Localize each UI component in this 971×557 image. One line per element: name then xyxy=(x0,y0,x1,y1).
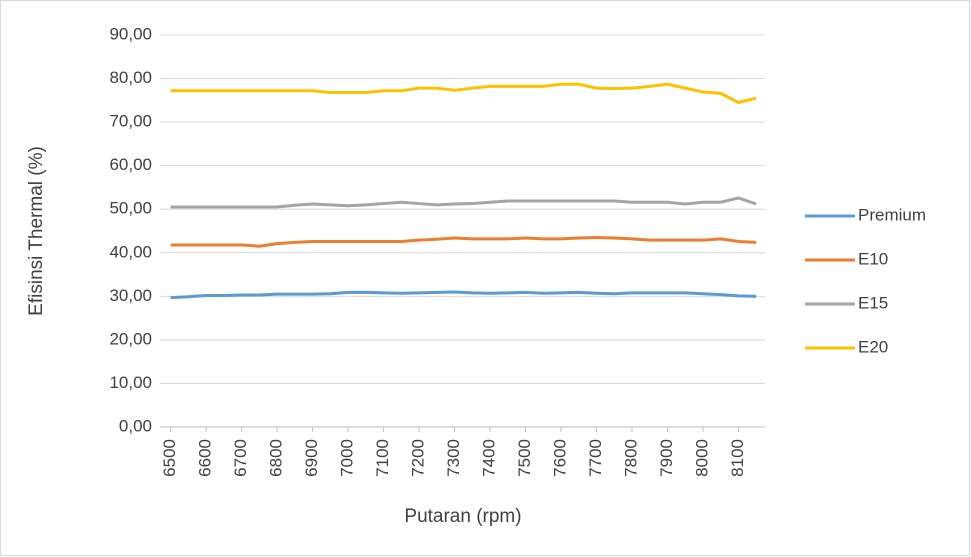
y-tick-label: 50,00 xyxy=(109,199,152,218)
series-line xyxy=(170,236,757,248)
x-tick-label: 7900 xyxy=(657,439,676,477)
x-tick-label: 7500 xyxy=(515,439,534,477)
x-tick-label: 6500 xyxy=(160,439,179,477)
series-line xyxy=(170,82,757,105)
x-tick-label: 7800 xyxy=(621,439,640,477)
x-axis-label: Putaran (rpm) xyxy=(404,506,521,527)
y-tick-label: 90,00 xyxy=(109,24,152,43)
x-tick-label: 8100 xyxy=(728,439,747,477)
x-tick-label: 6900 xyxy=(302,439,321,477)
x-tick-label: 6600 xyxy=(196,439,215,477)
series-line xyxy=(170,196,757,209)
x-tick-label: 6800 xyxy=(267,439,286,477)
x-tick-label: 6700 xyxy=(231,439,250,477)
legend-label: E20 xyxy=(858,337,888,356)
y-tick-label: 40,00 xyxy=(109,242,152,261)
x-tick-label: 7000 xyxy=(338,439,357,477)
y-tick-label: 20,00 xyxy=(109,329,152,348)
x-tick-label: 7200 xyxy=(409,439,428,477)
y-axis-label: Efisinsi Thermal (%) xyxy=(26,146,47,316)
x-tick-label: 7400 xyxy=(479,439,498,477)
series-line xyxy=(170,290,757,300)
x-tick-label: 7700 xyxy=(586,439,605,477)
y-tick-label: 70,00 xyxy=(109,112,152,131)
legend-label: Premium xyxy=(858,205,926,224)
y-tick-label: 0,00 xyxy=(119,416,152,435)
x-tick-label: 7100 xyxy=(373,439,392,477)
y-tick-label: 80,00 xyxy=(109,68,152,87)
legend-label: E15 xyxy=(858,293,888,312)
y-tick-label: 30,00 xyxy=(109,286,152,305)
x-tick-label: 7300 xyxy=(444,439,463,477)
y-tick-label: 60,00 xyxy=(109,155,152,174)
legend-label: E10 xyxy=(858,249,888,268)
y-tick-label: 10,00 xyxy=(109,373,152,392)
x-tick-label: 7600 xyxy=(550,439,569,477)
x-tick-label: 8000 xyxy=(692,439,711,477)
